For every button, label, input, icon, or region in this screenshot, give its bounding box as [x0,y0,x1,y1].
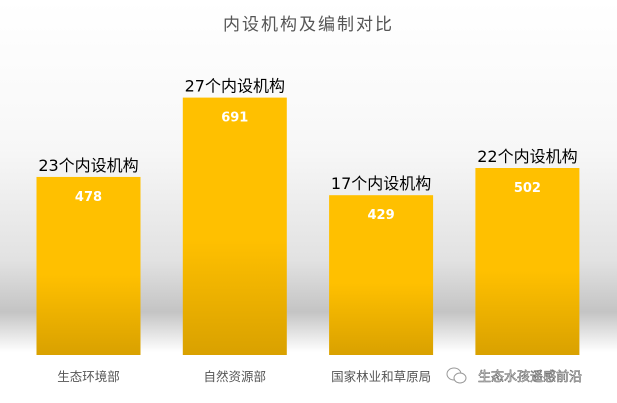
watermark: 生态水孩遥感前沿 [478,369,582,385]
data-label: 502 [514,181,541,196]
wechat-icon [446,367,467,384]
bar [329,195,434,355]
chart-title: 内设机构及编制对比 [223,15,394,35]
bar-annotation: 27个内设机构 [185,77,285,96]
x-tick-label: 自然资源部 [204,369,267,384]
data-label: 429 [368,208,395,223]
data-label: 478 [75,190,102,205]
bar-annotation: 17个内设机构 [331,174,431,193]
bar [475,168,580,355]
bar-annotation: 22个内设机构 [477,147,577,166]
bar-annotation: 23个内设机构 [38,156,138,175]
bar [182,97,287,355]
data-label: 691 [221,111,248,126]
x-tick-label: 国家林业和草原局 [331,369,431,384]
bar [36,176,141,355]
x-tick-label: 生态环境部 [57,369,120,384]
